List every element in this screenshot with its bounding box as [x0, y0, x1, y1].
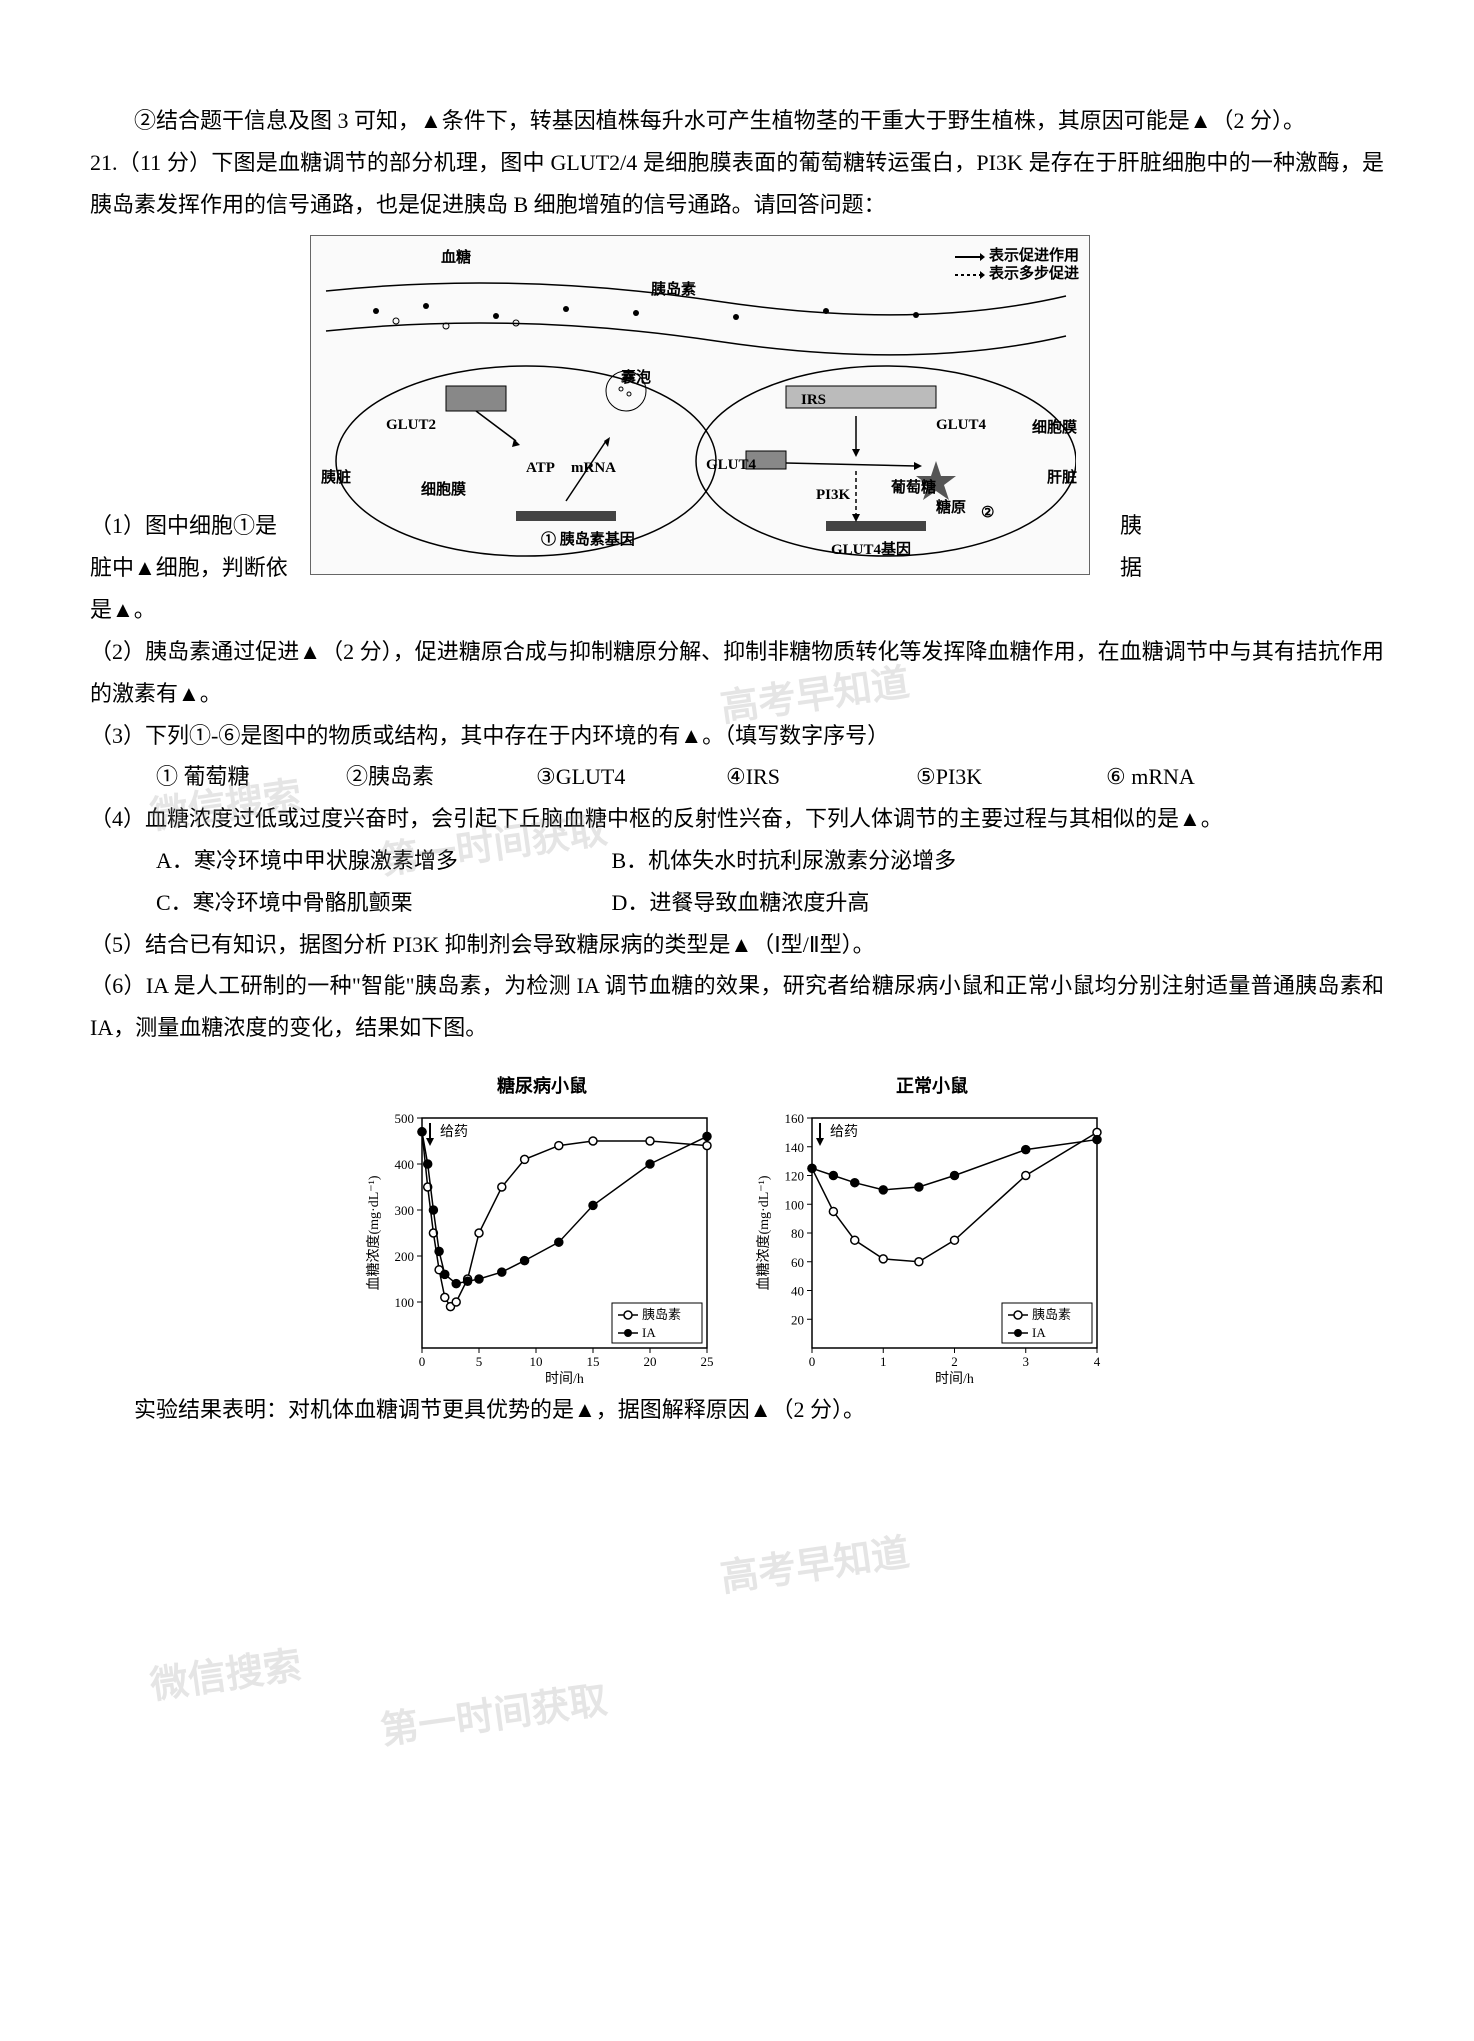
- label-glut4-2: GLUT4: [936, 411, 986, 440]
- watermark-2b: 微信搜索: [146, 1630, 307, 1723]
- svg-text:IA: IA: [1032, 1325, 1046, 1340]
- svg-text:0: 0: [809, 1354, 816, 1369]
- charts-container: 糖尿病小鼠 1002003004005000510152025血糖浓度(mg·d…: [90, 1069, 1384, 1369]
- q21-options3: ① 葡萄糖 ②胰岛素 ③GLUT4 ④IRS ⑤PI3K ⑥ mRNA: [90, 756, 1384, 798]
- mechanism-diagram: 血糖 胰岛素 表示促进作用 表示多步促进: [310, 235, 1090, 575]
- opt4-c: C．寒冷环境中骨骼肌颤栗: [156, 882, 606, 924]
- q21-sub5: （5）结合已有知识，据图分析 PI3K 抑制剂会导致糖尿病的类型是▲（Ⅰ型/Ⅱ型…: [90, 924, 1384, 966]
- q21-sub1-b: 胰: [1120, 505, 1142, 547]
- svg-text:10: 10: [530, 1354, 543, 1369]
- q21-sub1-e: 是▲。: [90, 589, 1384, 631]
- svg-text:300: 300: [395, 1203, 415, 1218]
- svg-text:0: 0: [419, 1354, 426, 1369]
- svg-text:200: 200: [395, 1249, 415, 1264]
- q21-sub3: （3）下列①-⑥是图中的物质或结构，其中存在于内环境的有▲。（填写数字序号）: [90, 715, 1384, 757]
- opt3-3: ③GLUT4: [536, 756, 666, 798]
- svg-text:100: 100: [785, 1197, 805, 1212]
- opt3-5: ⑤PI3K: [916, 756, 1046, 798]
- svg-text:胰岛素: 胰岛素: [1032, 1307, 1071, 1322]
- q21-options4-row2: C．寒冷环境中骨骼肌颤栗 D．进餐导致血糖浓度升高: [90, 882, 1384, 924]
- label-glut2: GLUT2: [386, 411, 436, 440]
- opt3-6: ⑥ mRNA: [1106, 756, 1236, 798]
- q21-conclusion: 实验结果表明：对机体血糖调节更具优势的是▲，据图解释原因▲（2 分）。: [90, 1389, 1384, 1431]
- opt4-d: D．进餐导致血糖浓度升高: [612, 882, 1062, 924]
- label-num2: ②: [981, 499, 994, 528]
- svg-text:20: 20: [791, 1312, 804, 1327]
- watermark-1b: 高考早知道: [716, 1517, 914, 1615]
- label-glut4-gene: GLUT4基因: [831, 536, 911, 565]
- svg-text:20: 20: [644, 1354, 657, 1369]
- chart-normal: 正常小鼠 20 40 60 80 100 120 140 160 0 1 2 3 4 血糖浓度(mg·dL…: [752, 1069, 1112, 1369]
- svg-text:160: 160: [785, 1111, 805, 1126]
- q20-part2: ②结合题干信息及图 3 可知，▲条件下，转基因植株每升水可产生植物茎的干重大于野…: [90, 100, 1384, 142]
- q21-options4-row1: A．寒冷环境中甲状腺激素增多 B．机体失水时抗利尿激素分泌增多: [90, 840, 1384, 882]
- label-irs: IRS: [801, 386, 826, 415]
- q21-sub6: （6）IA 是人工研制的一种"智能"胰岛素，为检测 IA 调节血糖的效果，研究者…: [90, 965, 1384, 1049]
- svg-text:1: 1: [880, 1354, 887, 1369]
- label-atp: ATP: [526, 454, 555, 483]
- svg-text:120: 120: [785, 1169, 805, 1184]
- svg-text:40: 40: [791, 1284, 804, 1299]
- label-pancreas: 胰脏: [321, 464, 351, 493]
- svg-text:2: 2: [951, 1354, 958, 1369]
- opt4-a: A．寒冷环境中甲状腺激素增多: [156, 840, 606, 882]
- svg-text:60: 60: [791, 1255, 804, 1270]
- svg-text:4: 4: [1094, 1354, 1101, 1369]
- opt3-1: ① 葡萄糖: [156, 756, 286, 798]
- svg-text:140: 140: [785, 1140, 805, 1155]
- chart2-title: 正常小鼠: [752, 1069, 1112, 1103]
- q21-sub2: （2）胰岛素通过促进▲（2 分），促进糖原合成与抑制糖原分解、抑制非糖物质转化等…: [90, 631, 1384, 715]
- svg-text:5: 5: [476, 1354, 483, 1369]
- label-glut4-1: GLUT4: [706, 451, 756, 480]
- q21-sub1-c: 脏中▲细胞，判断依: [90, 547, 310, 589]
- svg-text:胰岛素: 胰岛素: [642, 1307, 681, 1322]
- watermark-3b: 第一时间获取: [376, 1664, 612, 1767]
- svg-text:IA: IA: [642, 1325, 656, 1340]
- q21-sub1-d: 据: [1120, 547, 1142, 589]
- svg-text:3: 3: [1023, 1354, 1030, 1369]
- label-liver: 肝脏: [1047, 464, 1077, 493]
- svg-text:血糖浓度(mg·dL⁻¹): 血糖浓度(mg·dL⁻¹): [366, 1175, 382, 1290]
- svg-text:500: 500: [395, 1111, 415, 1126]
- label-glucose: 葡萄糖: [891, 474, 936, 503]
- svg-text:血糖浓度(mg·dL⁻¹): 血糖浓度(mg·dL⁻¹): [756, 1175, 772, 1290]
- svg-text:80: 80: [791, 1226, 804, 1241]
- chart-diabetic: 糖尿病小鼠 100 200 300 400 500 0 5 10 15 20 25 血糖浓度(mg·d…: [362, 1069, 722, 1369]
- svg-text:时间/h: 时间/h: [545, 1371, 584, 1387]
- svg-text:100: 100: [395, 1295, 415, 1310]
- label-insulin-gene: ① 胰岛素基因: [541, 526, 635, 555]
- label-mrna: mRNA: [571, 454, 616, 483]
- svg-text:400: 400: [395, 1157, 415, 1172]
- svg-text:给药: 给药: [440, 1124, 468, 1140]
- label-vesicle: 囊泡: [621, 364, 651, 393]
- q21-sub4: （4）血糖浓度过低或过度兴奋时，会引起下丘脑血糖中枢的反射性兴奋，下列人体调节的…: [90, 798, 1384, 840]
- label-membrane: 细胞膜: [421, 476, 466, 505]
- opt3-2: ②胰岛素: [346, 756, 476, 798]
- label-glycogen: 糖原: [936, 494, 966, 523]
- label-membrane2: 细胞膜: [1032, 414, 1077, 443]
- opt3-4: ④IRS: [726, 756, 856, 798]
- svg-text:给药: 给药: [830, 1124, 858, 1140]
- svg-text:15: 15: [587, 1354, 600, 1369]
- label-pi3k: PI3K: [816, 481, 850, 510]
- svg-text:25: 25: [701, 1354, 714, 1369]
- q21-sub1-a: （1）图中细胞①是: [90, 505, 310, 547]
- q21-intro: 21.（11 分）下图是血糖调节的部分机理，图中 GLUT2/4 是细胞膜表面的…: [90, 142, 1384, 226]
- opt4-b: B．机体失水时抗利尿激素分泌增多: [612, 840, 1062, 882]
- svg-text:时间/h: 时间/h: [935, 1371, 974, 1387]
- chart1-title: 糖尿病小鼠: [362, 1069, 722, 1103]
